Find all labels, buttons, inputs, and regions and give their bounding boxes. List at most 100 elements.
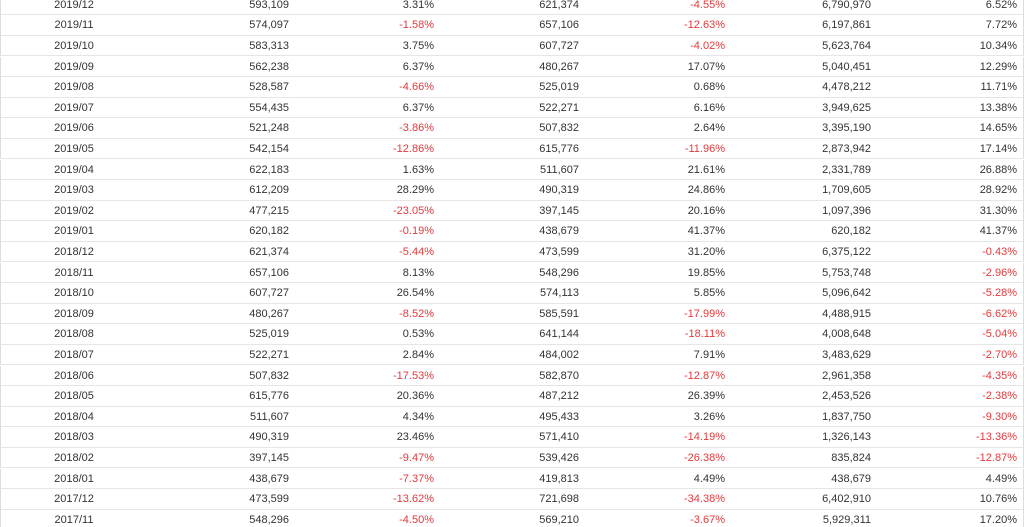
change-cell: 24.86% bbox=[687, 184, 725, 197]
change-cell: -12.87% bbox=[976, 451, 1017, 464]
change-cell: 17.20% bbox=[979, 513, 1017, 526]
month-cell: 2017/11 bbox=[54, 513, 94, 526]
month-cell: 2018/10 bbox=[54, 287, 94, 300]
total-cell: 6,197,861 bbox=[822, 19, 871, 32]
change-cell: 23.46% bbox=[396, 431, 434, 444]
value-cell: 511,607 bbox=[540, 163, 579, 176]
change-cell: 11.71% bbox=[980, 81, 1018, 94]
change-cell: -3.86% bbox=[399, 122, 434, 135]
value-cell: 487,212 bbox=[539, 390, 579, 403]
change-cell: 4.34% bbox=[402, 410, 434, 423]
total-cell: 2,453,526 bbox=[822, 390, 871, 403]
value-cell: 522,271 bbox=[249, 348, 289, 361]
total-cell: 1,709,605 bbox=[822, 184, 871, 197]
change-cell: -7.37% bbox=[399, 472, 434, 485]
month-cell: 2019/06 bbox=[54, 122, 94, 135]
value-cell: 528,587 bbox=[249, 81, 289, 94]
value-cell: 477,215 bbox=[249, 204, 289, 217]
value-cell: 593,109 bbox=[249, 0, 289, 11]
change-cell: 8.13% bbox=[402, 266, 434, 279]
change-cell: 26.54% bbox=[396, 287, 434, 300]
change-cell: -12.86% bbox=[393, 142, 434, 155]
change-cell: 10.76% bbox=[979, 493, 1017, 506]
month-cell: 2018/01 bbox=[54, 472, 94, 485]
month-cell: 2018/09 bbox=[54, 307, 94, 320]
table-row: 2018/08 525,019 0.53% 641,144 -18.11% 4,008,6… bbox=[0, 324, 1024, 345]
month-cell: 2018/06 bbox=[54, 369, 94, 382]
change-cell: 31.20% bbox=[687, 245, 725, 258]
table-row: 2019/11 574,097 -1.58% 657,106 -12.63% 6,197,… bbox=[0, 15, 1024, 36]
total-cell: 5,623,764 bbox=[822, 39, 871, 52]
change-cell: 4.49% bbox=[693, 472, 725, 485]
value-cell: 615,776 bbox=[249, 390, 289, 403]
total-cell: 4,008,648 bbox=[822, 328, 871, 341]
total-cell: 6,790,970 bbox=[822, 0, 871, 11]
change-cell: 20.36% bbox=[396, 390, 434, 403]
table-row: 2019/03 612,209 28.29% 490,319 24.86% 1,709,6… bbox=[0, 180, 1024, 201]
change-cell: 6.16% bbox=[693, 101, 725, 114]
change-cell: -4.35% bbox=[982, 369, 1017, 382]
change-cell: -4.66% bbox=[399, 81, 434, 94]
value-cell: 621,374 bbox=[539, 0, 579, 11]
value-cell: 562,238 bbox=[249, 60, 289, 73]
value-cell: 490,319 bbox=[539, 184, 579, 197]
table-row: 2019/01 620,182 -0.19% 438,679 41.37% 620,182… bbox=[0, 221, 1024, 242]
change-cell: 7.91% bbox=[693, 348, 725, 361]
month-cell: 2019/04 bbox=[54, 163, 94, 176]
change-cell: 26.39% bbox=[687, 390, 725, 403]
change-cell: 3.26% bbox=[693, 410, 725, 423]
table-row: 2018/07 522,271 2.84% 484,002 7.91% 3,483,629… bbox=[0, 344, 1024, 366]
value-cell: 438,679 bbox=[539, 225, 579, 238]
change-cell: -3.67% bbox=[690, 513, 725, 526]
month-cell: 2018/04 bbox=[54, 410, 94, 423]
value-cell: 473,599 bbox=[539, 245, 579, 258]
change-cell: 28.29% bbox=[396, 184, 434, 197]
value-cell: 490,319 bbox=[249, 431, 289, 444]
total-cell: 6,402,910 bbox=[822, 493, 871, 506]
value-cell: 620,182 bbox=[249, 225, 289, 238]
value-cell: 419,813 bbox=[539, 472, 579, 485]
month-cell: 2017/12 bbox=[54, 493, 94, 506]
value-cell: 607,727 bbox=[249, 287, 289, 300]
total-cell: 1,837,750 bbox=[822, 410, 871, 423]
change-cell: -34.38% bbox=[684, 493, 725, 506]
table-row: 2019/08 528,587 -4.66% 525,019 0.68% 4,478,21… bbox=[0, 77, 1024, 98]
value-cell: 522,271 bbox=[539, 101, 579, 114]
change-cell: -2.38% bbox=[982, 390, 1017, 403]
change-cell: -5.28% bbox=[982, 287, 1017, 300]
month-cell: 2019/05 bbox=[54, 142, 94, 155]
total-cell: 5,096,642 bbox=[822, 287, 871, 300]
change-cell: -4.50% bbox=[399, 513, 434, 526]
total-cell: 6,375,122 bbox=[822, 245, 871, 258]
change-cell: -14.19% bbox=[684, 431, 725, 444]
change-cell: -12.63% bbox=[684, 19, 725, 32]
month-cell: 2019/11 bbox=[54, 19, 94, 32]
table-row: 2018/01 438,679 -7.37% 419,813 4.49% 438,679 4… bbox=[0, 468, 1024, 490]
total-cell: 1,326,143 bbox=[822, 431, 871, 444]
total-cell: 2,873,942 bbox=[822, 142, 871, 155]
value-cell: 657,106 bbox=[539, 19, 579, 32]
table-row: 2019/05 542,154 -12.86% 615,776 -11.96% 2,873… bbox=[0, 138, 1024, 160]
value-cell: 612,209 bbox=[249, 184, 289, 197]
value-cell: 539,426 bbox=[539, 451, 579, 464]
table-row: 2019/12 593,109 3.31% 621,374 -4.55% 6,790,97… bbox=[0, 0, 1024, 16]
table-row: 2019/02 477,215 -23.05% 397,145 20.16% 1,097,… bbox=[0, 200, 1024, 222]
change-cell: 3.75% bbox=[402, 39, 434, 52]
total-cell: 1,097,396 bbox=[822, 204, 871, 217]
value-cell: 641,144 bbox=[539, 328, 579, 341]
table-row: 2019/09 562,238 6.37% 480,267 17.07% 5,040,45… bbox=[0, 56, 1024, 78]
total-cell: 3,483,629 bbox=[822, 348, 871, 361]
change-cell: 17.14% bbox=[979, 142, 1017, 155]
table-row: 2018/11 657,106 8.13% 548,296 19.85% 5,753,74… bbox=[0, 262, 1024, 284]
value-cell: 615,776 bbox=[539, 142, 579, 155]
change-cell: 28.92% bbox=[979, 184, 1017, 197]
month-cell: 2018/05 bbox=[54, 390, 94, 403]
value-cell: 484,002 bbox=[539, 348, 579, 361]
value-cell: 585,591 bbox=[539, 307, 579, 320]
change-cell: 3.31% bbox=[402, 0, 434, 11]
change-cell: -13.62% bbox=[393, 493, 434, 506]
change-cell: -4.02% bbox=[690, 39, 725, 52]
change-cell: 6.52% bbox=[985, 0, 1017, 11]
month-cell: 2019/07 bbox=[54, 101, 94, 114]
change-cell: -6.62% bbox=[982, 307, 1017, 320]
